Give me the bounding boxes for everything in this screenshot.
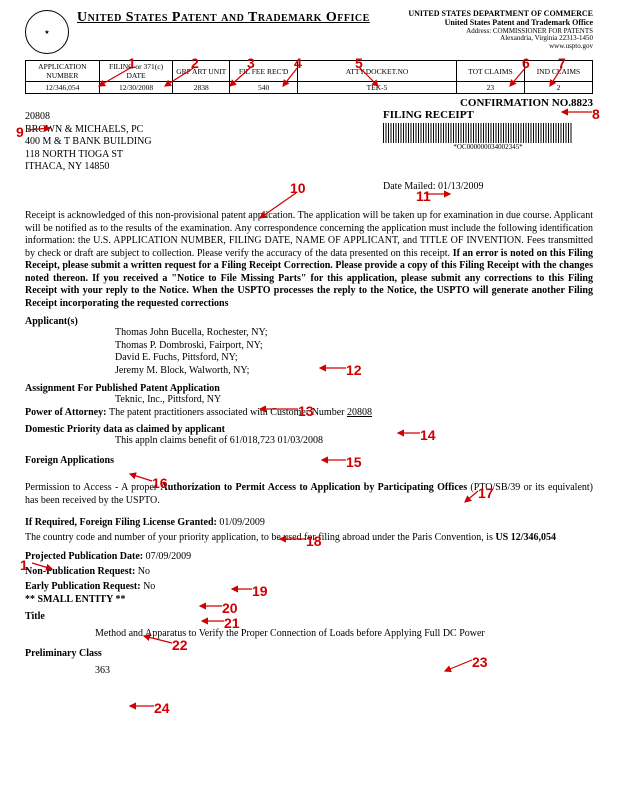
ppd-value: 07/09/2009 [146, 551, 192, 562]
addr-line-4: ITHACA, NY 14850 [25, 161, 383, 174]
addr-line-1: BROWN & MICHAELS, PC [25, 124, 383, 137]
annotation-number: 5 [355, 55, 363, 71]
annotation-number: 4 [294, 55, 302, 71]
assignment-value: Teknic, Inc., Pittsford, NY [115, 394, 593, 407]
applicant-1: Thomas John Bucella, Rochester, NY; [115, 327, 593, 340]
header: ★ United States Patent and Trademark Off… [25, 10, 593, 54]
correspondence-address: 20808 BROWN & MICHAELS, PC 400 M & T BAN… [25, 111, 383, 192]
annotation-number: 23 [472, 654, 488, 670]
npr-row: Non-Publication Request: No [25, 566, 593, 577]
npr-value: No [138, 566, 150, 577]
epr-row: Early Publication Request: No [25, 581, 593, 592]
confirmation-label: CONFIRMATION NO. [460, 97, 571, 109]
priority-label: Domestic Priority data as claimed by app… [25, 424, 593, 435]
date-mailed: Date Mailed: 01/13/2009 [383, 181, 593, 192]
annotation-number: 22 [172, 637, 188, 653]
addr-line-2: 400 M & T BANK BUILDING [25, 136, 383, 149]
annotation-number: 15 [346, 454, 362, 470]
poa-customer-number: 20808 [347, 407, 372, 418]
foreign-apps-label: Foreign Applications [25, 455, 593, 466]
td-app-number: 12/346,054 [26, 82, 100, 94]
customer-number: 20808 [25, 111, 383, 124]
ppd-row: Projected Publication Date: 07/09/2009 [25, 551, 593, 562]
annotation-number: 2 [191, 55, 199, 71]
prelim-value: 363 [95, 665, 593, 678]
td-atty-docket: TEK-5 [298, 82, 457, 94]
assignment-label: Assignment For Published Patent Applicat… [25, 383, 593, 394]
annotation-number: 1 [128, 55, 136, 71]
annotation-number: 19 [252, 583, 268, 599]
confirmation-value: 8823 [571, 97, 593, 109]
dept-line-5: www.uspto.gov [408, 43, 593, 51]
annotation-number: 16 [152, 475, 168, 491]
barcode-icon [383, 123, 573, 143]
priority-value: This appln claims benefit of 61/018,723 … [115, 435, 593, 448]
prelim-label: Preliminary Class [25, 648, 593, 659]
annotation-number: 12 [346, 362, 362, 378]
td-grp-art: 2838 [173, 82, 230, 94]
dept-address: UNITED STATES DEPARTMENT OF COMMERCE Uni… [408, 10, 593, 51]
annotation-number: 1 [20, 557, 28, 573]
annotation-number: 14 [420, 427, 436, 443]
country-code-text: The country code and number of your prio… [25, 532, 495, 543]
npr-label: Non-Publication Request: [25, 566, 138, 577]
th-app-number: APPLICATION NUMBER [26, 61, 100, 82]
annotation-number: 3 [247, 55, 255, 71]
annotation-number: 20 [222, 600, 238, 616]
application-info-table: APPLICATION NUMBER FILING or 371(c) DATE… [25, 60, 593, 94]
annotation-number: 10 [290, 180, 306, 196]
applicant-2: Thomas P. Dombroski, Fairport, NY; [115, 340, 593, 353]
annotation-number: 6 [522, 55, 530, 71]
confirmation-row: CONFIRMATION NO. 8823 [25, 97, 593, 109]
filing-receipt-label: FILING RECEIPT [383, 109, 593, 121]
poa-label: Power of Attorney: [25, 407, 109, 418]
uspto-seal-icon: ★ [25, 10, 69, 54]
td-filing-date: 12/30/2008 [99, 82, 173, 94]
td-fil-fee: 540 [230, 82, 298, 94]
title-value: Method and Apparatus to Verify the Prope… [95, 628, 593, 641]
permission-bold: Authorization to Permit Access to Applic… [161, 482, 468, 493]
td-ind-claims: 2 [524, 82, 592, 94]
th-fil-fee: FIL FEE REC'D [230, 61, 298, 82]
permission-prefix: Permission to Access - A proper [25, 482, 161, 493]
annotation-number: 9 [16, 124, 24, 140]
date-mailed-value: 01/13/2009 [438, 181, 484, 192]
small-entity: ** SMALL ENTITY ** [25, 594, 593, 605]
th-grp-art: GRP ART UNIT [173, 61, 230, 82]
annotation-number: 21 [224, 615, 240, 631]
permission-paragraph: Permission to Access - A proper Authoriz… [25, 482, 593, 507]
annotation-number: 11 [416, 188, 431, 204]
annotation-number: 13 [298, 403, 314, 419]
country-code-value: US 12/346,054 [495, 532, 556, 543]
receipt-paragraph: Receipt is acknowledged of this non-prov… [25, 210, 593, 310]
addr-line-3: 118 NORTH TIOGA ST [25, 149, 383, 162]
annotation-number: 18 [306, 533, 322, 549]
th-filing-date: FILING or 371(c) DATE [99, 61, 173, 82]
td-tot-claims: 23 [456, 82, 524, 94]
th-tot-claims: TOT CLAIMS [456, 61, 524, 82]
ffl-row: If Required, Foreign Filing License Gran… [25, 517, 593, 528]
office-title: United States Patent and Trademark Offic… [77, 10, 370, 26]
title-label: Title [25, 611, 593, 622]
annotation-number: 24 [154, 700, 170, 716]
applicants-label: Applicant(s) [25, 316, 593, 327]
annotation-number: 7 [558, 55, 566, 71]
annotation-number: 8 [592, 106, 600, 122]
epr-label: Early Publication Request: [25, 581, 143, 592]
th-atty-docket: ATTY.DOCKET.NO [298, 61, 457, 82]
epr-value: No [143, 581, 155, 592]
ffl-label: If Required, Foreign Filing License Gran… [25, 517, 219, 528]
barcode-text: *OC000000034002345* [383, 143, 593, 151]
ffl-value: 01/09/2009 [219, 517, 265, 528]
ppd-label: Projected Publication Date: [25, 551, 146, 562]
annotation-number: 17 [478, 485, 494, 501]
